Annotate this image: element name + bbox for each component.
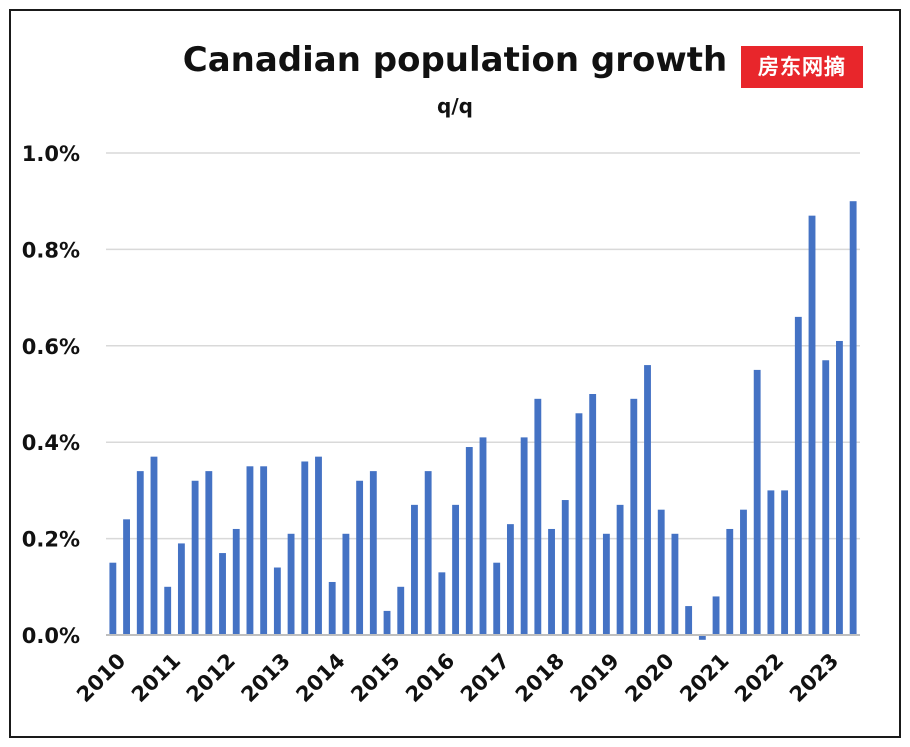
x-tick-label: 2020: [620, 649, 678, 707]
bar-2020-q1: [657, 509, 665, 635]
bar-2017-q1: [493, 562, 501, 635]
bar-2022-q1: [767, 490, 775, 635]
watermark-badge: 房东网摘: [741, 46, 863, 88]
bar-2023-q1: [822, 360, 830, 635]
y-tick-label: 0.4%: [22, 431, 80, 455]
y-tick-label: 0.2%: [22, 528, 80, 552]
x-tick-label: 2018: [511, 649, 569, 707]
x-tick-label: 2019: [566, 649, 624, 707]
bar-2022-q4: [808, 215, 816, 635]
x-tick-label: 2023: [785, 649, 843, 707]
bar-2010-q1: [109, 562, 117, 635]
bar-2014-q1: [328, 581, 336, 635]
bar-2019-q4: [644, 365, 651, 635]
chart-subtitle: q/q: [437, 94, 473, 118]
bar-2018-q4: [589, 394, 597, 635]
bar-2018-q3: [575, 413, 583, 635]
bar-2013-q2: [287, 533, 295, 635]
x-tick-label: 2012: [182, 649, 240, 707]
bar-2023-q2: [836, 340, 843, 635]
bar-2011-q4: [205, 471, 213, 635]
bar-2015-q4: [424, 471, 432, 635]
bar-2021-q2: [726, 528, 734, 635]
x-tick-label: 2017: [456, 649, 514, 707]
bar-2013-q1: [273, 567, 281, 635]
bar-2019-q3: [630, 398, 638, 635]
bar-2011-q3: [191, 480, 199, 635]
bar-2010-q2: [123, 519, 130, 635]
bar-2020-q4: [698, 635, 706, 640]
bar-2011-q2: [177, 543, 185, 635]
bar-2018-q2: [561, 500, 569, 635]
bar-2023-q3: [849, 201, 857, 635]
bar-2014-q3: [356, 480, 364, 635]
x-tick-label: 2010: [72, 649, 130, 707]
bar-2017-q2: [506, 524, 514, 635]
bar-2020-q3: [685, 606, 693, 635]
bar-2012-q2: [232, 528, 240, 635]
y-tick-label: 1.0%: [22, 142, 80, 166]
bar-2010-q3: [136, 471, 144, 635]
x-tick-label: 2013: [237, 649, 295, 707]
bar-2013-q3: [301, 461, 309, 635]
bar-2020-q2: [671, 533, 679, 635]
bar-2012-q3: [246, 466, 254, 635]
x-tick-label: 2014: [291, 649, 349, 707]
x-tick-label: 2015: [346, 649, 404, 707]
bars: [109, 201, 857, 640]
bar-2015-q2: [397, 586, 405, 635]
bar-2013-q4: [315, 456, 322, 635]
bar-2021-q1: [712, 596, 720, 635]
chart-title: Canadian population growth: [182, 40, 728, 80]
bar-2015-q3: [411, 504, 418, 635]
bar-2017-q3: [520, 437, 528, 635]
bar-2022-q2: [781, 490, 789, 635]
bar-2016-q2: [452, 504, 460, 635]
y-tick-label: 0.6%: [22, 335, 80, 359]
bar-2014-q2: [342, 533, 350, 635]
bar-2019-q2: [616, 504, 624, 635]
bar-2017-q4: [534, 398, 542, 635]
bar-2022-q3: [794, 316, 802, 635]
bar-2016-q3: [465, 447, 473, 635]
bar-2011-q1: [164, 586, 172, 635]
bar-2015-q1: [383, 610, 391, 635]
bar-2016-q4: [479, 437, 487, 635]
bar-2018-q1: [548, 528, 555, 635]
y-tick-label: 0.0%: [22, 624, 80, 648]
bar-2021-q3: [740, 509, 747, 635]
bar-2010-q4: [150, 456, 158, 635]
x-tick-label: 2021: [675, 649, 733, 707]
bar-2014-q4: [369, 471, 377, 635]
x-tick-label: 2011: [127, 649, 185, 707]
bar-2016-q1: [438, 572, 446, 635]
x-tick-label: 2022: [730, 649, 788, 707]
bar-2019-q1: [602, 533, 610, 635]
bar-2012-q1: [219, 553, 226, 635]
x-tick-label: 2016: [401, 649, 459, 707]
bar-2021-q4: [753, 369, 761, 635]
bar-2012-q4: [260, 466, 268, 635]
y-tick-label: 0.8%: [22, 238, 80, 262]
